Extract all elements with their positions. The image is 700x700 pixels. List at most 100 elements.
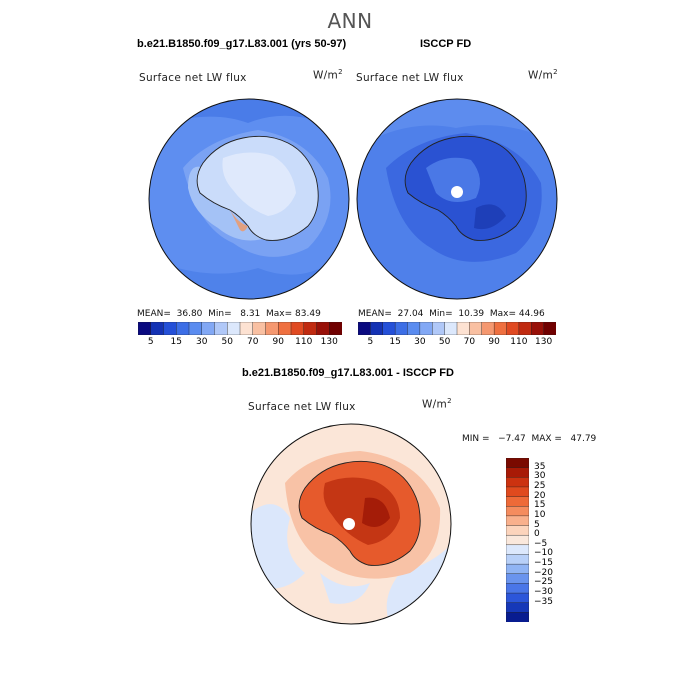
colorbar-tick-label: 70 bbox=[247, 337, 259, 347]
stat-max-label: Max= bbox=[489, 309, 517, 319]
interior-hot-zone bbox=[323, 477, 400, 545]
stat-mean-label: MEAN= bbox=[137, 309, 171, 319]
colorbar-swatch bbox=[481, 322, 495, 335]
colorbar-swatch bbox=[543, 322, 556, 335]
stat-mean-label: MEAN= bbox=[358, 309, 392, 319]
colorbar-swatch bbox=[506, 467, 529, 478]
diff-panel-units: W/m2 bbox=[422, 397, 452, 411]
colorbar-tick-label: 90 bbox=[488, 337, 500, 347]
colorbar-swatch bbox=[506, 496, 529, 507]
obs-stats: MEAN= 27.04 Min= 10.39 Max= 44.96 bbox=[358, 309, 545, 319]
colorbar-tick-label: 35 bbox=[534, 461, 546, 472]
diff-polar-map bbox=[250, 423, 452, 625]
stat-max-label: Max= bbox=[266, 309, 293, 319]
colorbar-tick-label: 110 bbox=[510, 337, 528, 347]
colorbar-tick-label: 50 bbox=[438, 337, 451, 347]
colorbar-tick-label: 50 bbox=[221, 337, 233, 347]
model-colorbar-ticks: 5 15 30 50 70 90 110 130 bbox=[138, 337, 342, 349]
east-plateau bbox=[222, 152, 296, 216]
colorbar-swatch bbox=[316, 322, 330, 335]
diff-panel-variable: Surface net LW flux bbox=[248, 401, 356, 413]
obs-units-base: W/m bbox=[528, 69, 554, 82]
map-border bbox=[148, 98, 350, 300]
pole-hole bbox=[343, 518, 355, 530]
colorbar-swatch bbox=[382, 322, 396, 335]
obs-panel-header: ISCCP FD bbox=[420, 38, 472, 50]
colorbar-swatch bbox=[506, 554, 529, 565]
colorbar-swatch bbox=[150, 322, 165, 335]
colorbar-swatch bbox=[138, 322, 152, 335]
colorbar-swatch bbox=[419, 322, 433, 335]
colorbar-swatch bbox=[506, 458, 529, 469]
colorbar-swatch bbox=[531, 322, 545, 335]
diff-panel-header: b.e21.B1850.f09_g17.L83.001 - ISCCP FD bbox=[242, 367, 454, 379]
colorbar-tick-label: 20 bbox=[534, 490, 546, 501]
colorbar-swatch bbox=[506, 515, 529, 527]
page-title: ANN bbox=[327, 9, 373, 33]
negative-patch-south bbox=[320, 573, 370, 604]
colorbar-swatch bbox=[329, 322, 342, 335]
diff-min-max: MIN = −7.47 MAX = 47.79 bbox=[462, 434, 597, 444]
obs-panel-units: W/m2 bbox=[528, 68, 558, 82]
colorbar-swatch bbox=[456, 322, 470, 335]
colorbar-swatch bbox=[506, 477, 529, 488]
model-units-base: W/m bbox=[313, 69, 339, 82]
negative-patch-west bbox=[251, 504, 305, 589]
colorbar-swatch bbox=[506, 486, 529, 498]
colorbar-tick-label: 5 bbox=[367, 337, 374, 347]
stat-min-value: 8.31 bbox=[240, 309, 261, 319]
colorbar-swatch bbox=[370, 322, 384, 335]
colorbar-tick-label: 30 bbox=[196, 337, 208, 347]
colorbar-swatch bbox=[506, 506, 529, 517]
colorbar-tick-label: 0 bbox=[534, 529, 540, 540]
colorbar-tick-label: 30 bbox=[414, 337, 426, 347]
colorbar-tick-label: 15 bbox=[170, 337, 182, 347]
interior-max-zone bbox=[362, 497, 390, 527]
colorbar-swatch bbox=[407, 322, 421, 335]
colorbar-tick-label: 25 bbox=[534, 480, 546, 491]
diff-units-base: W/m bbox=[422, 398, 448, 411]
colorbar-swatch bbox=[506, 592, 529, 604]
colorbar-tick-label: −5 bbox=[534, 538, 548, 549]
colorbar-swatch bbox=[506, 563, 529, 575]
stat-min-label: Min= bbox=[429, 309, 453, 319]
model-panel-variable: Surface net LW flux bbox=[139, 72, 247, 84]
colorbar-swatch bbox=[239, 322, 254, 335]
stat-min-value: 10.39 bbox=[458, 309, 485, 319]
colorbar-swatch bbox=[506, 534, 529, 546]
interior-patch bbox=[426, 157, 480, 202]
model-units-exp: 2 bbox=[338, 68, 343, 76]
model-colorbar bbox=[138, 322, 342, 335]
colorbar-tick-label: 110 bbox=[295, 337, 313, 347]
obs-panel-variable: Surface net LW flux bbox=[356, 72, 464, 84]
stat-mean-value: 27.04 bbox=[397, 309, 424, 319]
colorbar-tick-label: 70 bbox=[463, 337, 476, 347]
colorbar-tick-label: 130 bbox=[320, 337, 338, 347]
colorbar-tick-label: −10 bbox=[534, 548, 553, 559]
obs-polar-map bbox=[356, 98, 558, 300]
colorbar-tick-label: −15 bbox=[534, 558, 553, 569]
colorbar-swatch bbox=[278, 322, 292, 335]
colorbar-swatch bbox=[214, 322, 228, 335]
colorbar-swatch bbox=[358, 322, 371, 335]
colorbar-tick-label: −25 bbox=[534, 577, 553, 588]
colorbar-swatch bbox=[290, 322, 305, 335]
map-border bbox=[356, 98, 558, 300]
map-border bbox=[250, 423, 452, 625]
colorbar-swatch bbox=[188, 322, 203, 335]
colorbar-swatch bbox=[493, 322, 508, 335]
colorbar-swatch bbox=[506, 544, 529, 555]
colorbar-swatch bbox=[506, 525, 529, 536]
model-stats: MEAN= 36.80 Min= 8.31 Max= 83.49 bbox=[137, 309, 321, 319]
colorbar-swatch bbox=[201, 322, 216, 335]
interior-dark-patch bbox=[474, 204, 506, 230]
colorbar-swatch bbox=[227, 322, 241, 335]
colorbar-swatch bbox=[518, 322, 532, 335]
colorbar-swatch bbox=[506, 612, 529, 622]
model-panel-header: b.e21.B1850.f09_g17.L83.001 (yrs 50-97) bbox=[137, 38, 347, 50]
peninsula-warm-spot bbox=[230, 210, 248, 232]
colorbar-tick-label: 15 bbox=[534, 500, 546, 511]
colorbar-tick-label: 10 bbox=[534, 509, 546, 520]
stat-max-value: 83.49 bbox=[295, 309, 321, 319]
colorbar-swatch bbox=[506, 602, 529, 613]
